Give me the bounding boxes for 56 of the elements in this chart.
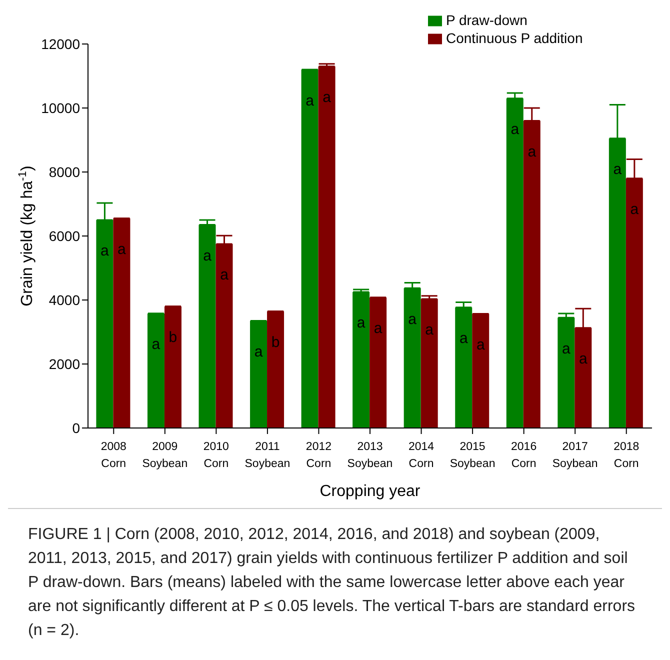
- y-tick-label: 6000: [48, 228, 80, 244]
- data-label: a: [510, 121, 520, 138]
- data-label: a: [408, 310, 418, 328]
- y-tick-label: 12000: [41, 36, 80, 52]
- data-label: a: [152, 336, 161, 354]
- data-label: a: [562, 340, 571, 358]
- data-label: a: [306, 92, 315, 110]
- data-label: a: [118, 241, 127, 258]
- data-label: a: [203, 247, 212, 264]
- data-label: a: [322, 89, 332, 106]
- legend-label: Continuous P addition: [446, 30, 583, 46]
- legend-label: P draw-down: [446, 12, 528, 28]
- x-tick-label: 2015 Soybean: [450, 441, 496, 470]
- bar: [352, 292, 370, 428]
- data-label: a: [459, 330, 468, 348]
- x-tick-label: 2012 Corn: [306, 441, 332, 470]
- x-tick-label: 2010 Corn: [203, 441, 229, 470]
- x-tick-label: 2009 Soybean: [142, 441, 188, 470]
- caption: FIGURE 1 | Corn (2008, 2010, 2012, 2014, 2016, and 2018) and soybean (2009, 2011, 2013, 2015, and 2017) grain yields with continuous fertilizer P addition and soil P draw-down. Bars (means) labeled with the same lowercase letter above each year are not significantly different at P ≤ 0.05 levels. The vertical T-bars are standard errors (n = 2).: [28, 525, 636, 641]
- data-label: b: [168, 329, 178, 346]
- data-label: a: [220, 266, 230, 284]
- data-label: a: [356, 314, 366, 332]
- bar: [370, 297, 387, 428]
- y-tick-label: 0: [72, 420, 80, 436]
- bar: [113, 218, 130, 428]
- data-label: a: [254, 343, 264, 360]
- y-tick-label: 4000: [48, 292, 80, 308]
- data-label: a: [578, 350, 588, 368]
- data-label: a: [613, 161, 622, 178]
- bar: [472, 314, 490, 428]
- x-tick-label: 2013 Soybean: [347, 441, 393, 470]
- data-label: a: [630, 201, 640, 218]
- y-tick-label: 8000: [48, 164, 80, 180]
- x-tick-label: 2016 Corn: [511, 441, 537, 470]
- bar: [250, 320, 268, 428]
- x-tick-label: 2017 Soybean: [552, 441, 598, 470]
- x-tick-label: 2011 Soybean: [244, 441, 290, 470]
- bar: [147, 313, 164, 428]
- data-label: a: [528, 143, 537, 160]
- bar: [558, 318, 575, 428]
- bar: [318, 66, 336, 428]
- bar: [301, 70, 318, 428]
- bar: [267, 311, 284, 428]
- x-axis-title: Cropping year: [320, 483, 421, 500]
- bar: [420, 299, 438, 428]
- y-tick-label: 10000: [41, 100, 80, 116]
- x-tick-label: 2018 Corn: [614, 441, 640, 470]
- data-label: a: [100, 242, 110, 260]
- data-label: b: [271, 334, 280, 351]
- data-label: a: [425, 322, 434, 339]
- x-tick-label: 2014 Corn: [408, 441, 435, 470]
- data-label: a: [476, 336, 486, 354]
- y-tick-label: 2000: [48, 356, 80, 372]
- data-label: a: [374, 320, 383, 338]
- x-tick-label: 2008 Corn: [100, 441, 126, 470]
- bar: [164, 306, 182, 428]
